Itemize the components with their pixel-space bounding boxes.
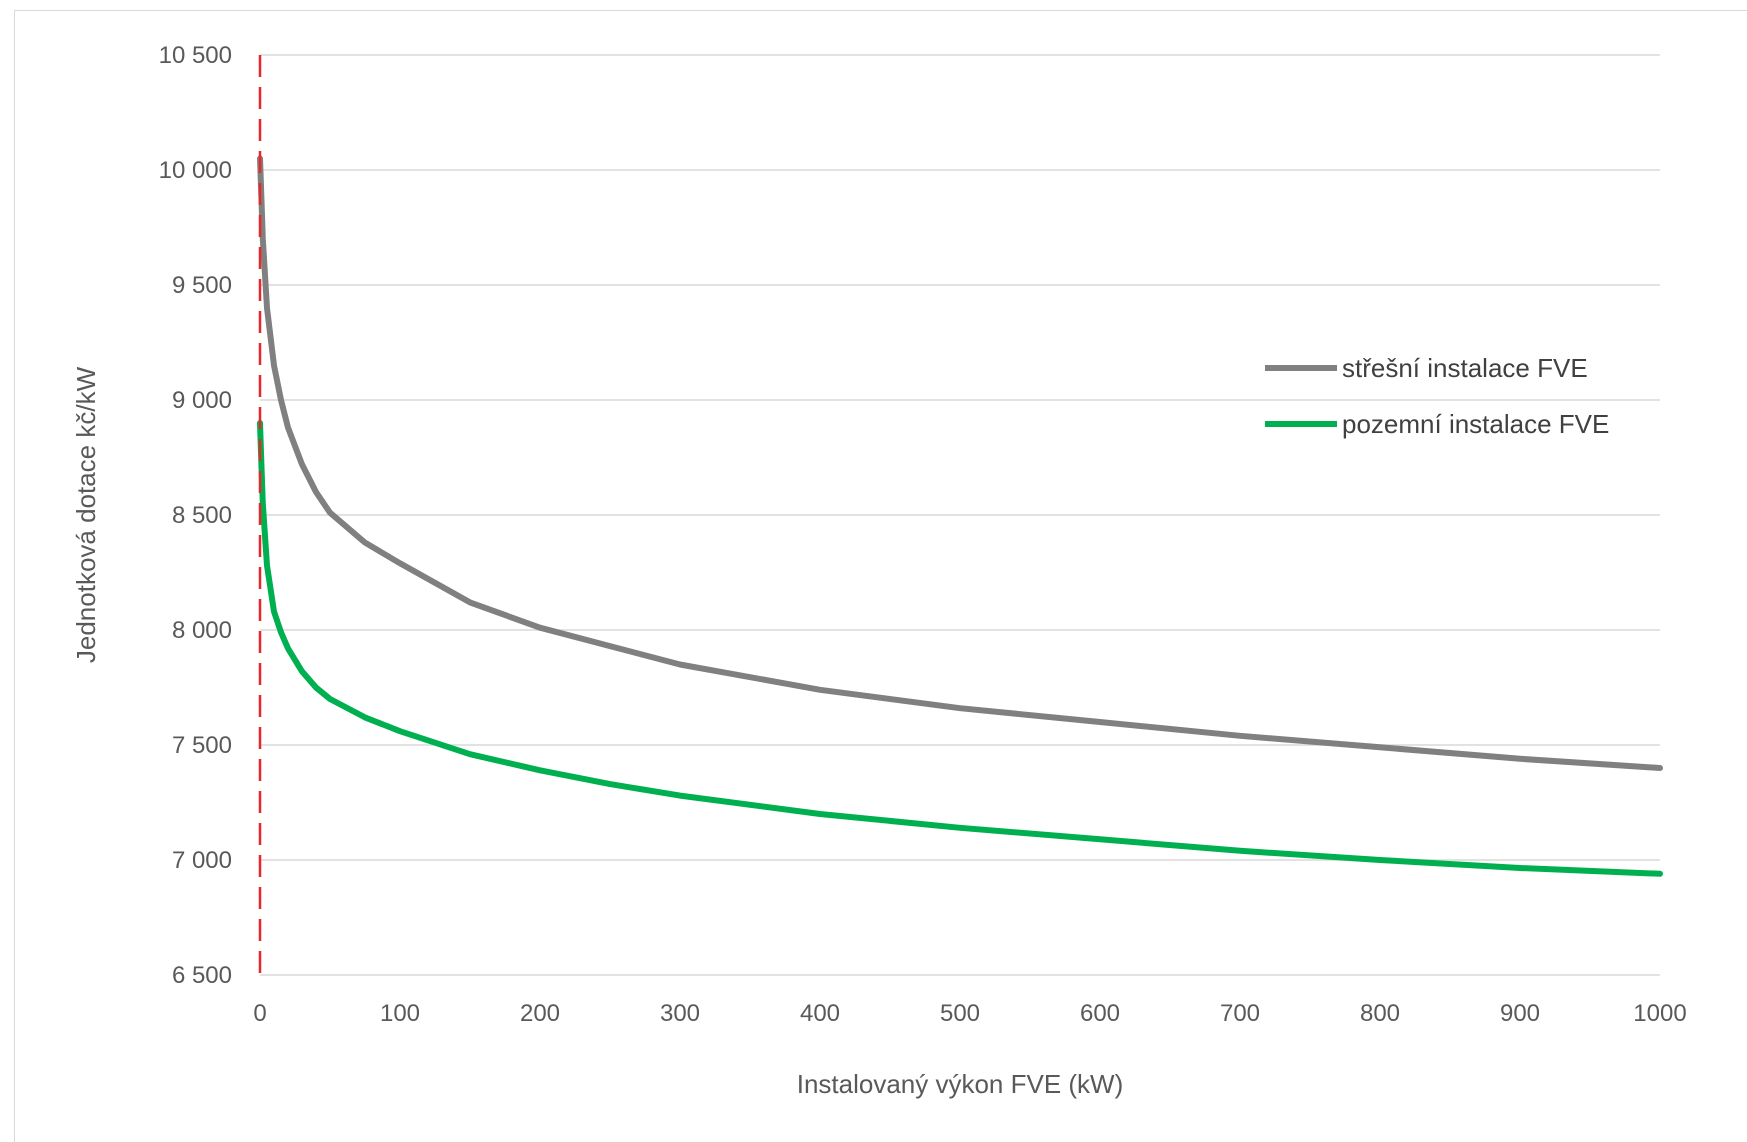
y-tick-label: 8 000 <box>172 617 232 644</box>
x-tick-label: 700 <box>1220 1000 1260 1027</box>
x-tick-label: 600 <box>1080 1000 1120 1027</box>
series-line-2 <box>257 420 1663 877</box>
x-tick-label: 800 <box>1360 1000 1400 1027</box>
x-tick-label: 400 <box>800 1000 840 1027</box>
y-tick-label: 7 500 <box>172 732 232 759</box>
x-tick-label: 0 <box>253 1000 266 1027</box>
x-axis-title: Instalovaný výkon FVE (kW) <box>797 1069 1124 1099</box>
x-tick-label: 900 <box>1500 1000 1540 1027</box>
y-tick-label: 10 500 <box>159 42 232 69</box>
series-lines <box>257 155 1663 877</box>
x-tick-label: 1000 <box>1633 1000 1686 1027</box>
y-tick-label: 6 500 <box>172 962 232 989</box>
chart-frame <box>14 10 1747 1142</box>
y-tick-label: 8 500 <box>172 502 232 529</box>
y-axis-title: Jednotková dotace kč/kW <box>71 366 101 663</box>
legend-label-1: střešní instalace FVE <box>1342 353 1588 383</box>
x-tick-labels: 0 100 200 300 400 500 600 700 800 900 1000 <box>253 1000 1686 1027</box>
gridlines <box>260 54 1660 861</box>
x-tick-label: 300 <box>660 1000 700 1027</box>
y-tick-label: 10 000 <box>159 157 232 184</box>
legend: střešní instalace FVE pozemní instalace F… <box>1265 353 1609 439</box>
y-tick-labels: 6 500 7 000 7 500 8 000 8 500 9 000 9 500 10 00… <box>159 42 232 989</box>
y-tick-label: 9 000 <box>172 387 232 414</box>
x-tick-label: 100 <box>380 1000 420 1027</box>
y-tick-label: 9 500 <box>172 272 232 299</box>
y-tick-label: 7 000 <box>172 847 232 874</box>
x-tick-label: 500 <box>940 1000 980 1027</box>
x-tick-label: 200 <box>520 1000 560 1027</box>
series-line-1 <box>257 155 1663 771</box>
legend-label-2: pozemní instalace FVE <box>1342 409 1609 439</box>
